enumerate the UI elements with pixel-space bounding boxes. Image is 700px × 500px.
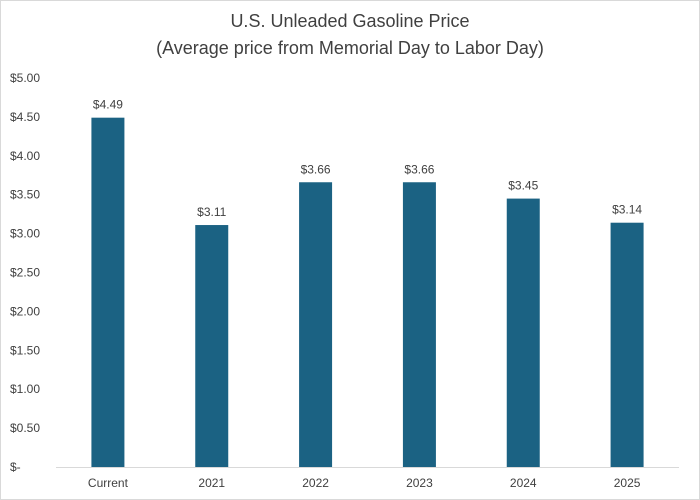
- y-tick-label: $0.50: [10, 421, 40, 435]
- x-tick-label: 2025: [614, 476, 641, 490]
- y-tick-label: $5.00: [10, 71, 40, 85]
- x-tick-label: 2023: [406, 476, 433, 490]
- bar-current: [91, 117, 125, 467]
- y-tick-label: $2.50: [10, 266, 40, 280]
- data-label: $4.49: [93, 98, 123, 112]
- y-tick-label: $-: [10, 460, 21, 474]
- data-label: $3.14: [612, 203, 642, 217]
- data-label: $3.66: [301, 162, 331, 176]
- y-tick-label: $2.00: [10, 304, 40, 318]
- x-tick-label: 2021: [198, 476, 225, 490]
- x-tick-label: Current: [88, 476, 129, 490]
- bar-2022: [299, 182, 333, 467]
- y-tick-label: $4.50: [10, 110, 40, 124]
- data-labels-group: $4.49 $3.11 $3.66 $3.66 $3.45 $3.14: [93, 98, 643, 219]
- y-tick-label: $4.00: [10, 149, 40, 163]
- y-axis: $5.00 $4.50 $4.00 $3.50 $3.00 $2.50 $2.00 $1.50…: [10, 71, 40, 474]
- y-tick-label: $3.00: [10, 227, 40, 241]
- data-label: $3.11: [197, 205, 226, 219]
- bar-2023: [402, 182, 436, 467]
- y-tick-label: $3.50: [10, 188, 40, 202]
- chart-subtitle: (Average price from Memorial Day to Labo…: [156, 38, 544, 58]
- data-label: $3.66: [404, 162, 434, 176]
- bars-group: [91, 117, 644, 467]
- bar-2024: [506, 198, 540, 467]
- x-axis: Current 2021 2022 2023 2024 2025: [56, 467, 679, 490]
- data-label: $3.45: [508, 179, 538, 193]
- y-tick-label: $1.00: [10, 382, 40, 396]
- chart-title: U.S. Unleaded Gasoline Price: [230, 11, 469, 31]
- x-tick-label: 2024: [510, 476, 537, 490]
- bar-2025: [610, 222, 644, 467]
- bar-2021: [195, 225, 229, 467]
- x-tick-label: 2022: [302, 476, 329, 490]
- y-tick-label: $1.50: [10, 343, 40, 357]
